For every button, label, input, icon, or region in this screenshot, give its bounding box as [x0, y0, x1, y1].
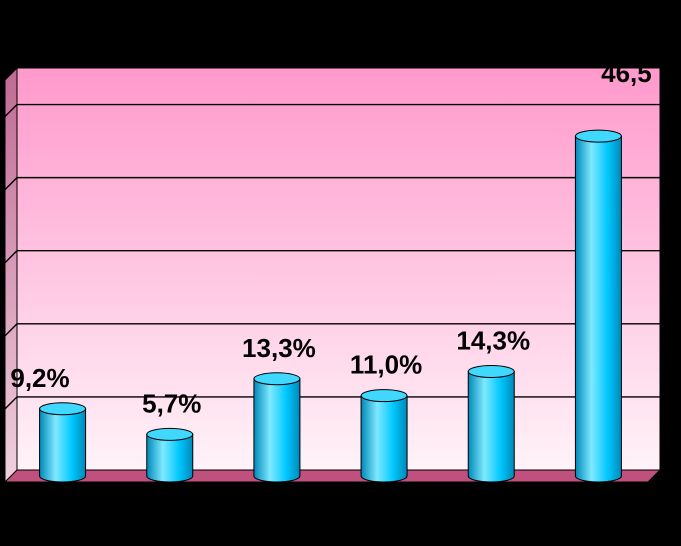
bar	[360, 389, 408, 483]
gridline	[4, 323, 660, 337]
bar-top	[146, 427, 194, 441]
bar-body	[253, 378, 301, 483]
bar-body	[39, 408, 87, 483]
gridline	[4, 176, 660, 191]
data-label: 46,5	[601, 58, 652, 88]
bar-body	[574, 135, 622, 483]
bars	[39, 129, 622, 483]
bar-top	[253, 372, 301, 386]
side-wall	[4, 66, 18, 484]
bar	[574, 129, 622, 483]
data-label: 13,3%	[242, 333, 316, 363]
bar-top	[360, 389, 408, 403]
bar-body	[360, 395, 408, 483]
gridlines	[4, 103, 660, 410]
data-label: 5,7%	[142, 388, 201, 418]
gridline	[4, 396, 660, 410]
gridline	[4, 103, 660, 118]
bar	[253, 372, 301, 483]
back-wall	[16, 67, 661, 471]
bar	[467, 364, 515, 483]
floor	[3, 469, 662, 483]
bar-body	[146, 433, 194, 483]
data-label: 9,2%	[10, 363, 69, 393]
bar-top	[467, 364, 515, 378]
bar-top	[39, 402, 87, 416]
bar-top	[574, 129, 622, 143]
gridline	[4, 250, 660, 264]
bar	[146, 427, 194, 483]
data-labels: 9,2% 5,7% 13,3% 11,0% 14,3% 46,5	[10, 58, 651, 418]
bar-body	[467, 370, 515, 483]
bar	[39, 402, 87, 483]
data-label: 11,0%	[350, 350, 422, 380]
plot-area	[3, 66, 662, 484]
data-label: 14,3%	[456, 325, 530, 355]
